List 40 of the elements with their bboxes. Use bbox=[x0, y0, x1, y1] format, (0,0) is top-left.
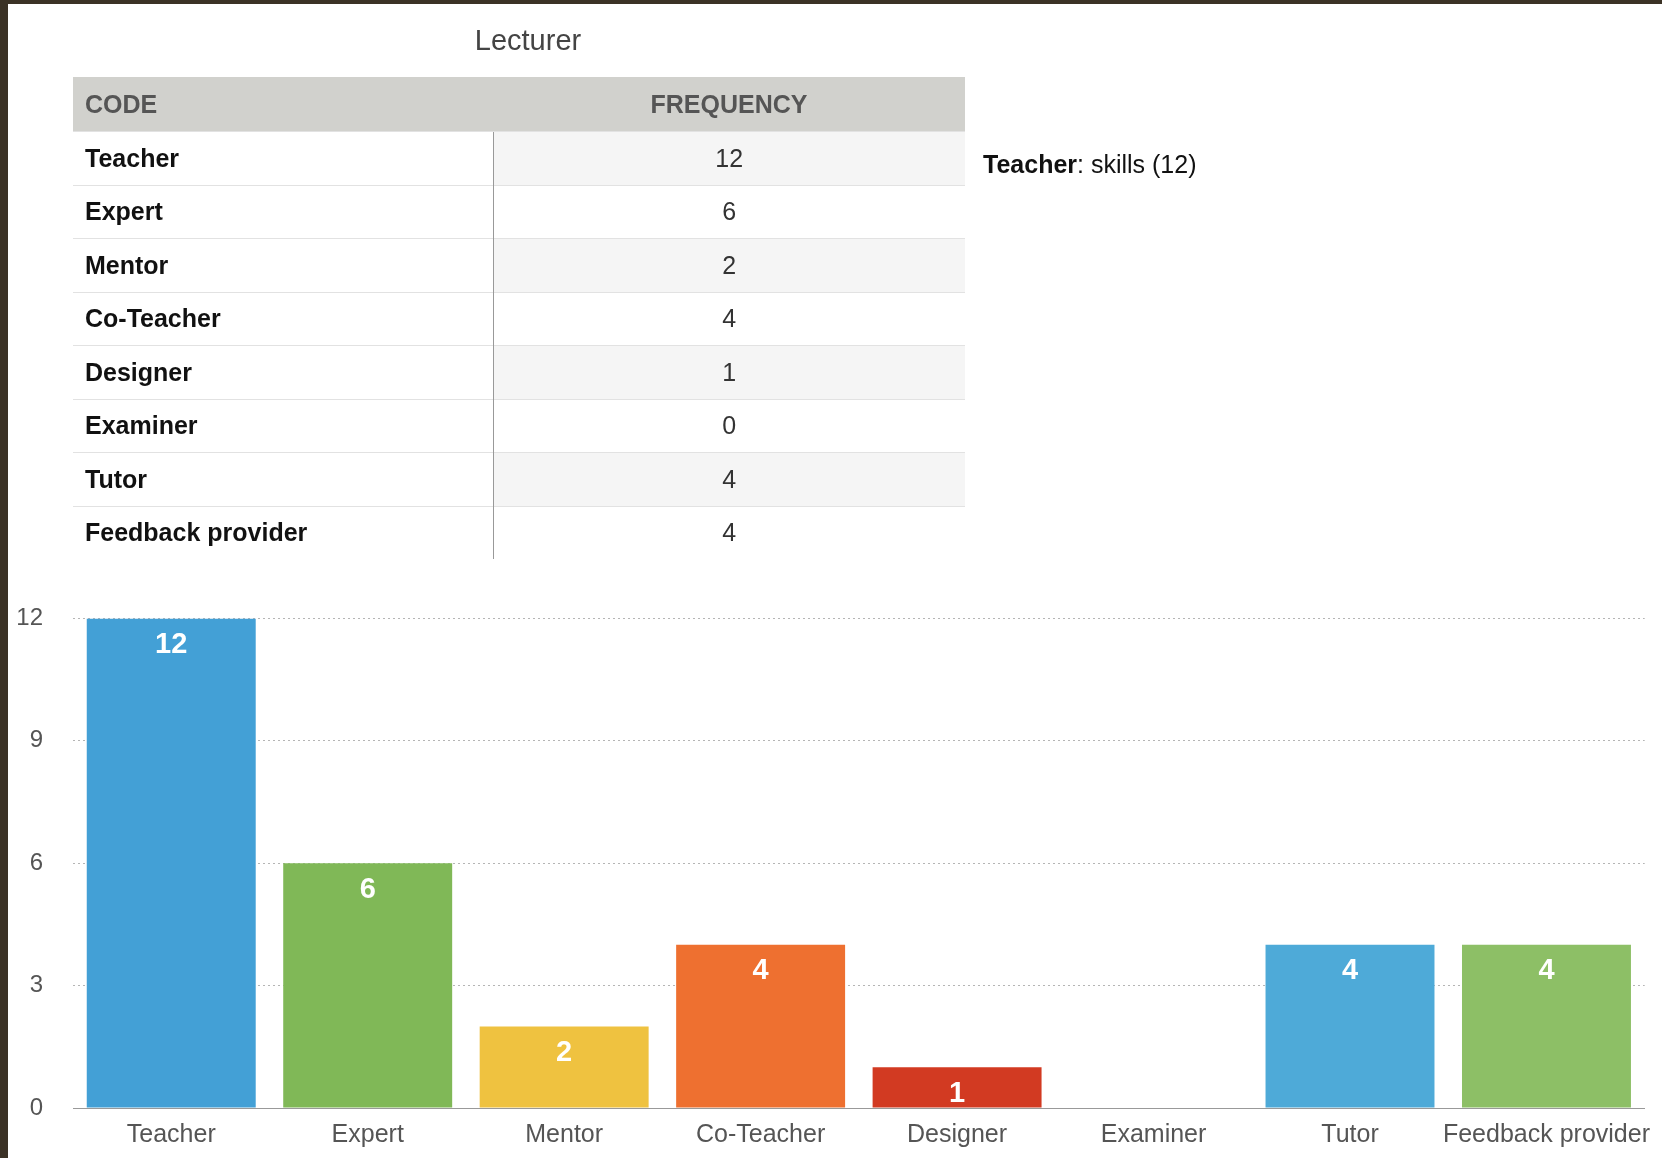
category-label: Examiner bbox=[85, 411, 198, 440]
data-label: 4 bbox=[1341, 953, 1359, 986]
data-label: 1 bbox=[949, 1075, 966, 1108]
y-tick-label: 3 bbox=[29, 970, 43, 998]
text: CODE bbox=[73, 77, 493, 132]
text: 1 bbox=[493, 345, 965, 399]
x-tick-label: Mentor bbox=[525, 1118, 604, 1147]
category-label: Co-Teacher bbox=[85, 304, 221, 333]
x-tick-label: Feedback provider bbox=[1442, 1118, 1650, 1147]
category-label: Designer bbox=[85, 357, 192, 386]
text: 4 bbox=[493, 506, 965, 559]
data-label: 12 bbox=[155, 626, 188, 659]
data-label: 2 bbox=[556, 1034, 573, 1067]
x-tick-label: Teacher bbox=[126, 1118, 216, 1147]
y-tick-label: 12 bbox=[16, 603, 43, 631]
text: 4 bbox=[493, 452, 965, 506]
category-label: Feedback provider bbox=[85, 518, 308, 547]
data-label: 4 bbox=[1538, 953, 1555, 986]
x-tick-label: Examiner bbox=[1100, 1118, 1207, 1147]
category-label: Teacher bbox=[85, 143, 180, 172]
data-label: 4 bbox=[752, 953, 769, 986]
text: Teacher: skills (12) bbox=[983, 150, 1197, 179]
x-tick-label: Expert bbox=[331, 1118, 404, 1147]
x-tick-label: Tutor bbox=[1321, 1118, 1379, 1147]
text: FREQUENCY bbox=[493, 77, 965, 132]
text: 12 bbox=[493, 131, 965, 185]
category-label: Expert bbox=[85, 197, 163, 226]
category-label: Tutor bbox=[85, 464, 148, 493]
x-tick-label: Co-Teacher bbox=[696, 1118, 826, 1147]
data-label: 6 bbox=[359, 871, 376, 904]
chart-title: Lecturer bbox=[473, 24, 583, 57]
text: 6 bbox=[493, 185, 965, 239]
category-label: Mentor bbox=[85, 250, 169, 279]
text: 4 bbox=[493, 292, 965, 346]
text: 0 bbox=[493, 399, 965, 453]
y-tick-label: 0 bbox=[29, 1092, 43, 1120]
y-tick-label: 9 bbox=[29, 725, 43, 753]
text: 2 bbox=[493, 238, 965, 292]
y-tick-label: 6 bbox=[29, 847, 43, 875]
x-tick-label: Designer bbox=[907, 1118, 1008, 1147]
